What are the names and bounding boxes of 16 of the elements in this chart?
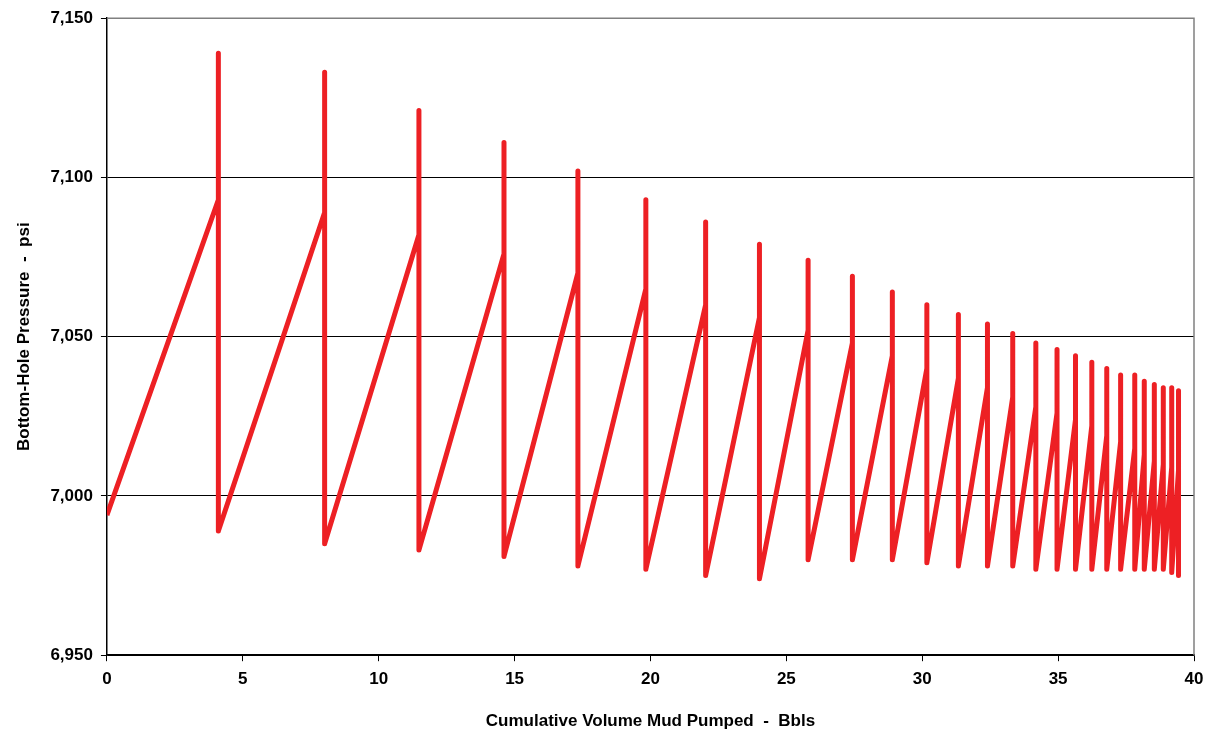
y-tick-label: 6,950 bbox=[50, 644, 93, 664]
y-tick-label: 7,000 bbox=[50, 485, 93, 505]
x-tick-label: 15 bbox=[505, 669, 525, 689]
x-tick-label: 25 bbox=[776, 669, 796, 689]
x-tick-label: 20 bbox=[641, 669, 660, 689]
x-tick-label: 30 bbox=[912, 669, 932, 689]
x-tick-label: 40 bbox=[1184, 669, 1204, 689]
y-tick-label: 7,050 bbox=[50, 326, 93, 346]
y-tick-label: 7,150 bbox=[50, 7, 93, 27]
y-tick-label: 7,100 bbox=[50, 167, 93, 187]
x-tick-label: 0 bbox=[102, 669, 112, 689]
x-tick-label: 10 bbox=[369, 669, 389, 689]
x-axis-title: Cumulative Volume Mud Pumped - Bbls bbox=[485, 711, 816, 731]
x-tick-label: 35 bbox=[1048, 669, 1068, 689]
x-tick-label: 5 bbox=[238, 669, 248, 689]
y-axis-title: Bottom-Hole Pressure - psi bbox=[13, 222, 33, 451]
